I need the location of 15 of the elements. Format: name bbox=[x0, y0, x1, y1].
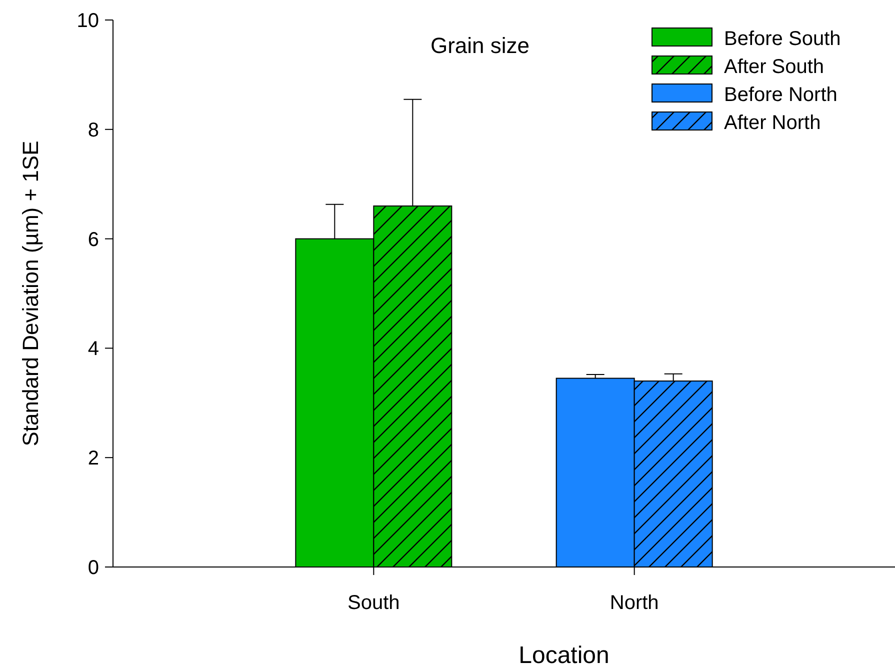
y-tick-label: 6 bbox=[88, 228, 99, 251]
y-tick-label: 4 bbox=[88, 338, 99, 360]
x-tick-label: South bbox=[348, 592, 400, 614]
y-tick-label: 2 bbox=[88, 448, 99, 470]
text: Grain size bbox=[430, 33, 530, 58]
y-tick-label: 10 bbox=[76, 10, 99, 32]
legend-label: After South bbox=[724, 56, 824, 78]
y-tick-label: 8 bbox=[88, 119, 99, 142]
y-tick-label: 0 bbox=[88, 557, 99, 579]
legend-label: After North bbox=[724, 112, 821, 134]
y-axis-title: Standard Deviation (µm) + 1SE bbox=[18, 140, 43, 446]
x-tick-label: North bbox=[610, 592, 659, 614]
legend-label: Before North bbox=[724, 84, 838, 106]
legend-label: Before South bbox=[724, 28, 841, 50]
x-axis-title: Location bbox=[518, 642, 610, 669]
